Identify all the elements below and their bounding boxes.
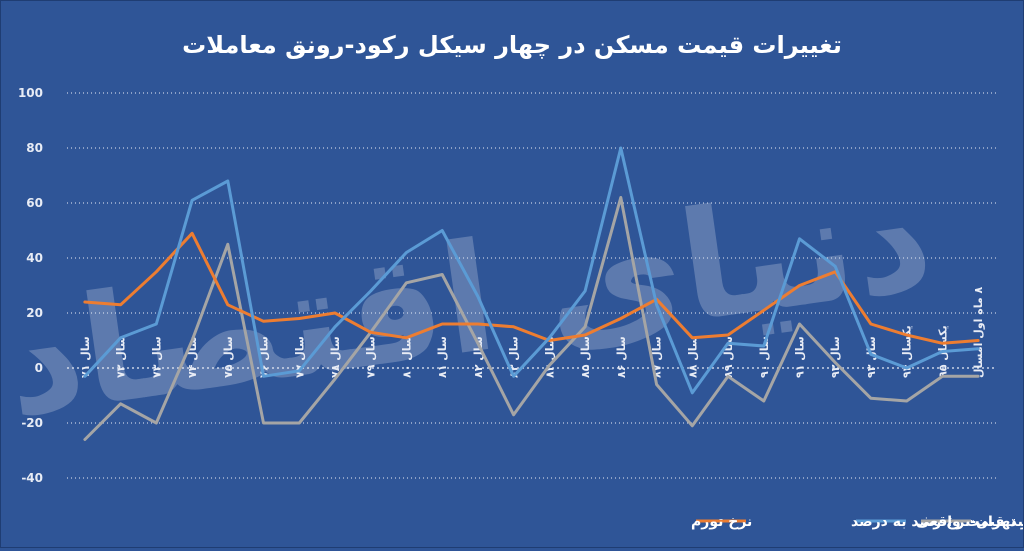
x-tick-label: سال ۹۱ xyxy=(793,336,806,378)
x-tick-label: سال ۸۸ xyxy=(686,336,699,378)
grid-layer xyxy=(67,92,996,479)
x-tick-label: سال ۷۵ xyxy=(222,336,235,378)
y-axis: 100 80 60 40 20 0 -20 -40 xyxy=(18,86,43,485)
x-tick-label: سال ۷۳ xyxy=(150,336,163,378)
watermark-logo: دنیای اقتصاد xyxy=(0,149,942,451)
y-tick-label: 40 xyxy=(26,251,43,265)
x-tick-label: سال ۸۵ xyxy=(579,336,592,378)
series-line-real-price-growth xyxy=(83,196,980,441)
series-line-tehran-price-growth xyxy=(83,146,980,395)
x-tick-label: سال ۷۲ xyxy=(115,336,128,378)
x-tick-label: سال ۸۱ xyxy=(436,336,449,378)
x-tick-label: سال ۷۸ xyxy=(329,336,342,378)
x-tick-label: ۸ ماه اول امسال xyxy=(972,286,985,378)
legend-label-inflation: نرخ تورم xyxy=(691,514,752,530)
watermark-text: دنیای اقتصاد xyxy=(1,149,942,451)
y-tick-label: 20 xyxy=(26,306,43,320)
y-tick-label: -40 xyxy=(21,471,43,485)
y-tick-label: 0 xyxy=(35,361,43,375)
x-tick-label: سال ۸۲ xyxy=(472,336,485,378)
y-tick-label: 100 xyxy=(18,86,43,100)
x-tick-label: سال ۸۰ xyxy=(400,336,413,378)
chart-title: تغییرات قیمت مسکن در چهار سیکل رکود-رونق… xyxy=(182,31,842,59)
y-tick-label: -20 xyxy=(21,416,43,430)
x-tick-label: سال ۷۱ xyxy=(79,336,92,378)
legend: نرخ رشد قیمت مسکن در تهران-نرخ رشد به در… xyxy=(691,514,1024,530)
series-line-inflation xyxy=(83,231,980,345)
legend-label-real-price-growth: نرخ رشد قیمت واقعی xyxy=(916,514,1023,530)
x-tick-label: سال ۷۹ xyxy=(365,336,378,378)
series-layer xyxy=(83,146,980,441)
y-tick-label: 80 xyxy=(26,141,43,155)
x-tick-label: سال ۸۶ xyxy=(615,336,628,378)
y-tick-label: 60 xyxy=(26,196,43,210)
